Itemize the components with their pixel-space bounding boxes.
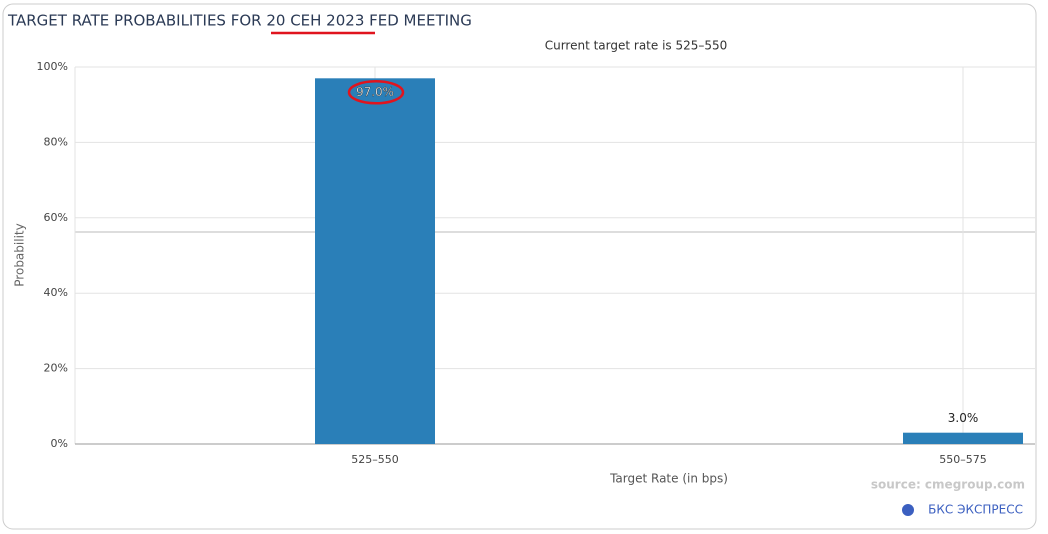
card-border	[2, 3, 1037, 530]
x-tick-label: 550–575	[939, 453, 987, 466]
value-label: 3.0%	[948, 411, 979, 425]
source: source: cmegroup.com	[871, 478, 1025, 492]
bar	[903, 432, 1023, 444]
y-tick-label: 20%	[44, 362, 68, 375]
value-label: 97.0%	[356, 85, 394, 99]
logo-icon	[902, 504, 914, 516]
y-tick-label: 0%	[51, 437, 68, 450]
y-axis-label: Probability	[13, 223, 27, 286]
x-tick-label: 525–550	[351, 453, 399, 466]
x-axis-label: Target Rate (in bps)	[609, 472, 728, 486]
y-tick-label: 80%	[44, 135, 68, 148]
chart-subtitle: Current target rate is 525–550	[545, 39, 728, 53]
y-tick-label: 40%	[44, 286, 68, 299]
highlight-ellipse	[347, 80, 405, 105]
watermark: БКС ЭКСПРЕСС	[928, 503, 1023, 517]
y-tick-label: 60%	[44, 211, 68, 224]
chart-title: TARGET RATE PROBABILITIES FOR 20 СЕН 202…	[7, 12, 472, 30]
y-tick-label: 100%	[37, 60, 68, 73]
bar	[315, 78, 435, 444]
